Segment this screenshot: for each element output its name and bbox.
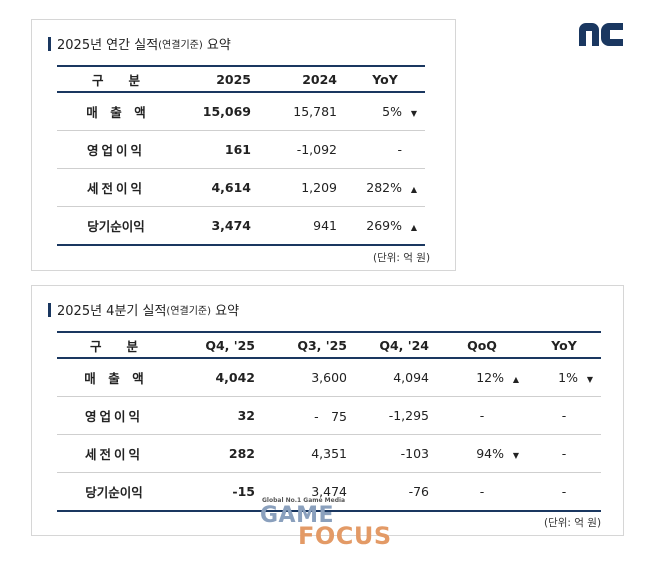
value-q4-24: -1,295	[355, 396, 437, 435]
value-q4-24: 4,094	[355, 358, 437, 397]
annual-table: 구 분 2025 2024 YoY 매 출 액 15,069 15,781 5%…	[57, 65, 425, 246]
qoq-cell: -	[437, 396, 527, 435]
table-row: 영업이익 32 - 75 -1,295 - -	[57, 396, 601, 435]
quarterly-summary-title: 2025년 4분기 실적 (연결기준) 요약	[48, 300, 239, 319]
value-q3-25: 3,600	[263, 358, 355, 397]
row-label: 세전이익	[57, 168, 175, 207]
yoy-value: -	[561, 408, 567, 423]
table-row: 매 출 액 4,042 3,600 4,094 12% ▲ 1% ▼	[57, 358, 601, 397]
quarterly-header-row: 구 분 Q4, '25 Q3, '25 Q4, '24 QoQ YoY	[57, 331, 601, 359]
value-q4-24: -76	[355, 472, 437, 512]
header-qoq: QoQ	[437, 331, 527, 359]
value-q4-25: 32	[171, 396, 263, 435]
header-2024: 2024	[259, 65, 345, 93]
unit-note: (단위: 억 원)	[373, 252, 431, 264]
table-row: 당기순이익 3,474 941 269% ▲	[57, 206, 425, 246]
value-q4-25: -15	[171, 472, 263, 512]
row-label: 당기순이익	[57, 206, 175, 246]
value-q4-24: -103	[355, 434, 437, 473]
row-label: 매 출 액	[57, 358, 171, 397]
arrow-up-icon: ▲	[512, 375, 519, 384]
header-q4-24: Q4, '24	[355, 331, 437, 359]
row-label: 영업이익	[57, 130, 175, 169]
value-q4-25: 282	[171, 434, 263, 473]
annual-summary-title: 2025년 연간 실적 (연결기준) 요약	[48, 34, 231, 53]
quarterly-summary-panel: 2025년 4분기 실적 (연결기준) 요약 구 분 Q4, '25 Q3, '…	[31, 285, 624, 536]
qoq-value: 12%	[476, 370, 504, 385]
qoq-value: 94%	[476, 446, 504, 461]
yoy-cell: -	[527, 396, 601, 435]
arrow-down-icon: ▼	[586, 375, 593, 384]
qoq-value: -	[479, 484, 485, 499]
yoy-value: 5%	[382, 104, 402, 119]
table-row: 영업이익 161 -1,092 -	[57, 130, 425, 169]
qoq-cell: 12% ▲	[437, 358, 527, 397]
yoy-cell: 5% ▼	[345, 92, 425, 131]
header-category: 구 분	[57, 331, 171, 359]
yoy-cell: -	[527, 472, 601, 512]
arrow-down-icon: ▼	[410, 109, 417, 118]
header-yoy: YoY	[345, 65, 425, 93]
table-row: 매 출 액 15,069 15,781 5% ▼	[57, 92, 425, 131]
arrow-up-icon: ▲	[410, 185, 417, 194]
title-accent-bar	[48, 36, 51, 51]
header-2025: 2025	[175, 65, 259, 93]
row-label: 당기순이익	[57, 472, 171, 512]
yoy-value: 282%	[366, 180, 402, 195]
row-label: 매 출 액	[57, 92, 175, 131]
yoy-value: 269%	[366, 218, 402, 233]
table-row: 세전이익 282 4,351 -103 94% ▼ -	[57, 434, 601, 473]
yoy-value: -	[561, 446, 567, 461]
header-yoy: YoY	[527, 331, 601, 359]
value-q3-25: 4,351	[263, 434, 355, 473]
value-2025: 4,614	[175, 168, 259, 207]
title-accent-bar	[48, 302, 51, 317]
annual-summary-panel: 2025년 연간 실적 (연결기준) 요약 구 분 2025 2024 YoY …	[31, 19, 456, 271]
row-label: 영업이익	[57, 396, 171, 435]
value-2025: 161	[175, 130, 259, 169]
value-2025: 3,474	[175, 206, 259, 246]
yoy-value: 1%	[558, 370, 578, 385]
value-2024: 15,781	[259, 92, 345, 131]
annual-title-basis: (연결기준)	[158, 40, 203, 51]
quarterly-title-basis: (연결기준)	[166, 306, 212, 317]
value-2024: 941	[259, 206, 345, 246]
yoy-cell: 1% ▼	[527, 358, 601, 397]
yoy-cell: -	[527, 434, 601, 473]
yoy-cell: 269% ▲	[345, 206, 425, 246]
yoy-value: -	[397, 142, 402, 157]
qoq-value: -	[479, 408, 485, 423]
value-2025: 15,069	[175, 92, 259, 131]
annual-title-end: 요약	[202, 38, 231, 53]
qoq-cell: -	[437, 472, 527, 512]
annual-header-row: 구 분 2025 2024 YoY	[57, 65, 425, 93]
table-row: 세전이익 4,614 1,209 282% ▲	[57, 168, 425, 207]
quarterly-title-main: 2025년 4분기 실적	[57, 304, 167, 319]
quarterly-table: 구 분 Q4, '25 Q3, '25 Q4, '24 QoQ YoY 매 출 …	[57, 331, 601, 512]
value-q3-25: 3,474	[263, 472, 355, 512]
value-2024: -1,092	[259, 130, 345, 169]
unit-note: (단위: 억 원)	[544, 517, 602, 529]
nc-logo	[577, 22, 625, 52]
value-q4-25: 4,042	[171, 358, 263, 397]
arrow-up-icon: ▲	[410, 223, 417, 232]
arrow-down-icon: ▼	[512, 451, 519, 460]
yoy-cell: 282% ▲	[345, 168, 425, 207]
qoq-cell: 94% ▼	[437, 434, 527, 473]
header-q3-25: Q3, '25	[263, 331, 355, 359]
yoy-cell: -	[345, 130, 425, 169]
quarterly-title-end: 요약	[211, 304, 240, 319]
table-row: 당기순이익 -15 3,474 -76 - -	[57, 472, 601, 512]
row-label: 세전이익	[57, 434, 171, 473]
annual-title-main: 2025년 연간 실적	[57, 38, 159, 53]
header-category: 구 분	[57, 65, 175, 93]
header-q4-25: Q4, '25	[171, 331, 263, 359]
yoy-value: -	[561, 484, 567, 499]
value-q3-25: - 75	[263, 396, 355, 435]
value-2024: 1,209	[259, 168, 345, 207]
